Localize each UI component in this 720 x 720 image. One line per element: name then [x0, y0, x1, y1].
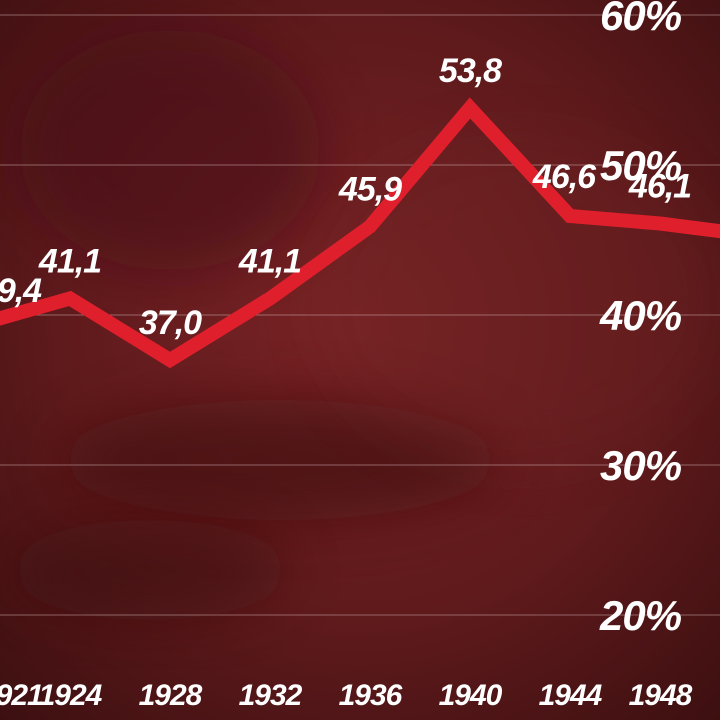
value-label: 41,1	[38, 243, 101, 281]
x-tick-label: 1936	[339, 679, 403, 712]
background-blotch	[10, 520, 290, 620]
value-label: 39,4	[0, 272, 42, 310]
value-label: 45,9	[338, 171, 402, 209]
value-label: 53,8	[439, 52, 502, 90]
y-tick-label: 30%	[600, 442, 682, 489]
value-label: 46,6	[532, 158, 597, 196]
value-label: 37,0	[139, 304, 202, 342]
y-tick-label: 40%	[599, 292, 682, 339]
x-tick-label: 1921	[0, 679, 43, 712]
x-tick-label: 1928	[139, 679, 203, 712]
chart-svg: 20%30%40%50%60%39,441,137,041,145,953,84…	[0, 0, 720, 720]
background-blotch	[20, 30, 320, 270]
x-tick-label: 1948	[629, 679, 693, 712]
value-label: 41,1	[238, 243, 301, 281]
y-tick-label: 20%	[599, 592, 682, 639]
x-tick-label: 1944	[539, 679, 603, 712]
y-tick-label: 60%	[600, 0, 682, 39]
x-tick-label: 1932	[239, 679, 303, 712]
x-tick-label: 1924	[39, 679, 103, 712]
x-tick-label: 1940	[439, 679, 503, 712]
value-label: 46,1	[628, 168, 691, 206]
chart-container: 20%30%40%50%60%39,441,137,041,145,953,84…	[0, 0, 720, 720]
